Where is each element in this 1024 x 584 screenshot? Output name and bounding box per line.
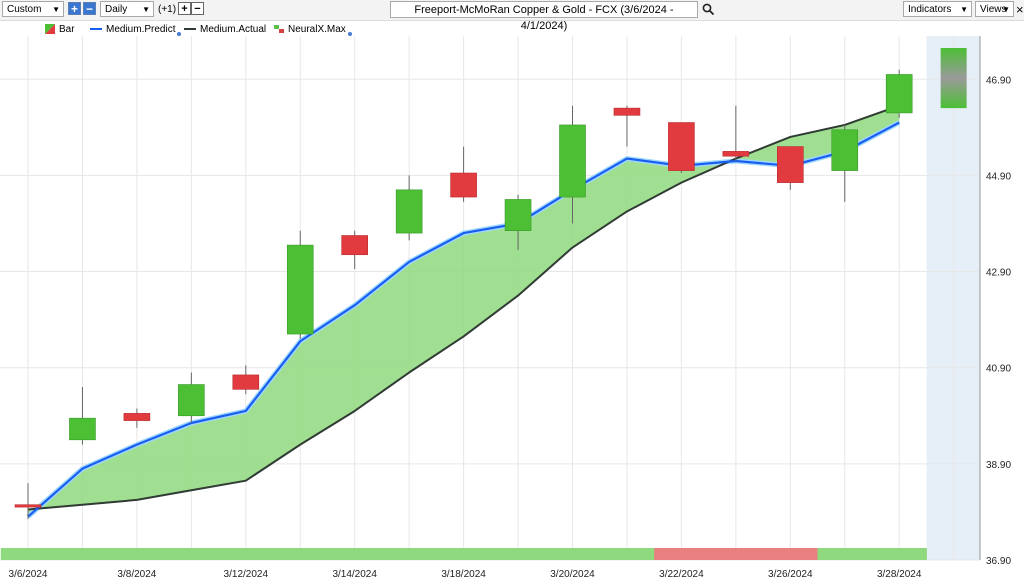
signal-strip-cell: [218, 548, 274, 560]
chevron-down-icon: ▼: [1002, 5, 1010, 14]
candle-up: [395, 189, 423, 234]
info-icon[interactable]: [177, 32, 182, 36]
chevron-down-icon: ▼: [960, 5, 968, 14]
candle-up: [831, 129, 859, 171]
signal-strip-cell: [109, 548, 165, 560]
bar-legend-icon: [45, 24, 55, 35]
signal-strip-cell: [436, 548, 492, 560]
candle-down: [14, 504, 42, 508]
indicators-label: Indicators: [908, 4, 952, 15]
range-select-value: Custom: [7, 4, 42, 15]
signal-strip-cell: [763, 548, 819, 560]
candle-down: [776, 146, 804, 183]
toolbar: Custom ▼ + − Daily ▼ (+1) + − Freeport-M…: [0, 0, 1024, 32]
y-tick-label: 38.90: [986, 460, 1011, 471]
prediction-band: [28, 105, 900, 517]
legend-item-bar: Bar: [45, 24, 75, 36]
predict-line: [27, 121, 900, 518]
signal-strip-cell: [654, 548, 710, 560]
signal-strip-cell: [273, 548, 328, 560]
signal-strip-cell: [164, 548, 220, 560]
x-tick-label: 3/14/2024: [332, 569, 377, 580]
x-tick-label: 3/20/2024: [550, 569, 595, 580]
x-tick-label: 3/22/2024: [659, 569, 704, 580]
legend-label-predict: Medium.Predict: [106, 24, 176, 35]
candle-down: [668, 122, 695, 171]
indicators-button[interactable]: Indicators ▼: [903, 1, 972, 17]
interval-select[interactable]: Daily ▼: [100, 1, 154, 17]
close-icon[interactable]: ×: [1016, 2, 1024, 17]
search-icon[interactable]: [702, 3, 715, 16]
candle-up: [178, 384, 205, 417]
candle-down: [232, 374, 260, 390]
signal-strip-cell: [708, 548, 764, 560]
signal-strip-cell: [871, 548, 927, 560]
signal-strip-cell: [817, 548, 873, 560]
legend-item-neural: NeuralX.Max: [274, 24, 352, 36]
views-label: Views: [980, 4, 1007, 15]
neural-legend-icon: [274, 25, 284, 34]
forecast-candle: [940, 48, 967, 109]
chart-title: Freeport-McMoRan Copper & Gold - FCX (3/…: [390, 1, 698, 32]
zoom-in-button[interactable]: +: [68, 2, 81, 15]
info-icon[interactable]: [347, 32, 352, 36]
signal-strip-cell: [327, 548, 383, 560]
legend-item-actual: Medium.Actual: [184, 24, 266, 36]
interval-select-value: Daily: [105, 4, 128, 15]
chevron-down-icon: ▼: [142, 5, 150, 14]
candle-up: [885, 74, 913, 114]
zoom-out-button[interactable]: −: [83, 2, 96, 15]
y-tick-label: 42.90: [986, 268, 1011, 279]
legend-label-bar: Bar: [59, 24, 75, 35]
y-tick-label: 40.90: [986, 364, 1011, 375]
y-tick-label: 44.90: [986, 171, 1011, 182]
signal-strip-cell: [545, 548, 601, 560]
legend-item-predict: Medium.Predict: [90, 24, 182, 36]
x-tick-label: 3/6/2024: [9, 569, 48, 580]
legend-label-neural: NeuralX.Max: [288, 24, 346, 35]
candle-up: [286, 244, 314, 335]
signal-strip-cell: [0, 548, 56, 560]
x-tick-label: 3/12/2024: [224, 569, 269, 580]
signal-strip-cell: [381, 548, 437, 560]
y-tick-label: 46.90: [986, 75, 1011, 86]
candle-down: [450, 172, 477, 198]
signal-strip-cell: [55, 548, 111, 560]
signal-strip-cell: [490, 548, 546, 560]
views-button[interactable]: Views ▼: [975, 1, 1014, 17]
x-tick-label: 3/8/2024: [117, 569, 156, 580]
actual-legend-swatch: [184, 28, 196, 31]
candle-up: [504, 199, 532, 231]
legend-label-actual: Medium.Actual: [200, 24, 267, 35]
candle-down: [722, 151, 750, 157]
predict-legend-swatch: [90, 28, 102, 31]
signal-strip-cell: [599, 548, 655, 560]
candle-down: [341, 235, 369, 256]
candle-up: [559, 124, 586, 198]
y-tick-label: 36.90: [986, 556, 1011, 567]
step-plus-button[interactable]: +: [178, 2, 191, 15]
candle-up: [69, 417, 96, 441]
candle-down: [123, 413, 151, 421]
range-select[interactable]: Custom ▼: [2, 1, 64, 17]
x-tick-label: 3/18/2024: [441, 569, 486, 580]
chevron-down-icon: ▼: [52, 5, 60, 14]
x-tick-label: 3/28/2024: [877, 569, 922, 580]
step-label: (+1): [158, 4, 177, 15]
candle-down: [613, 107, 641, 116]
step-minus-button[interactable]: −: [191, 2, 204, 15]
actual-line: [27, 104, 900, 511]
x-tick-label: 3/26/2024: [768, 569, 813, 580]
